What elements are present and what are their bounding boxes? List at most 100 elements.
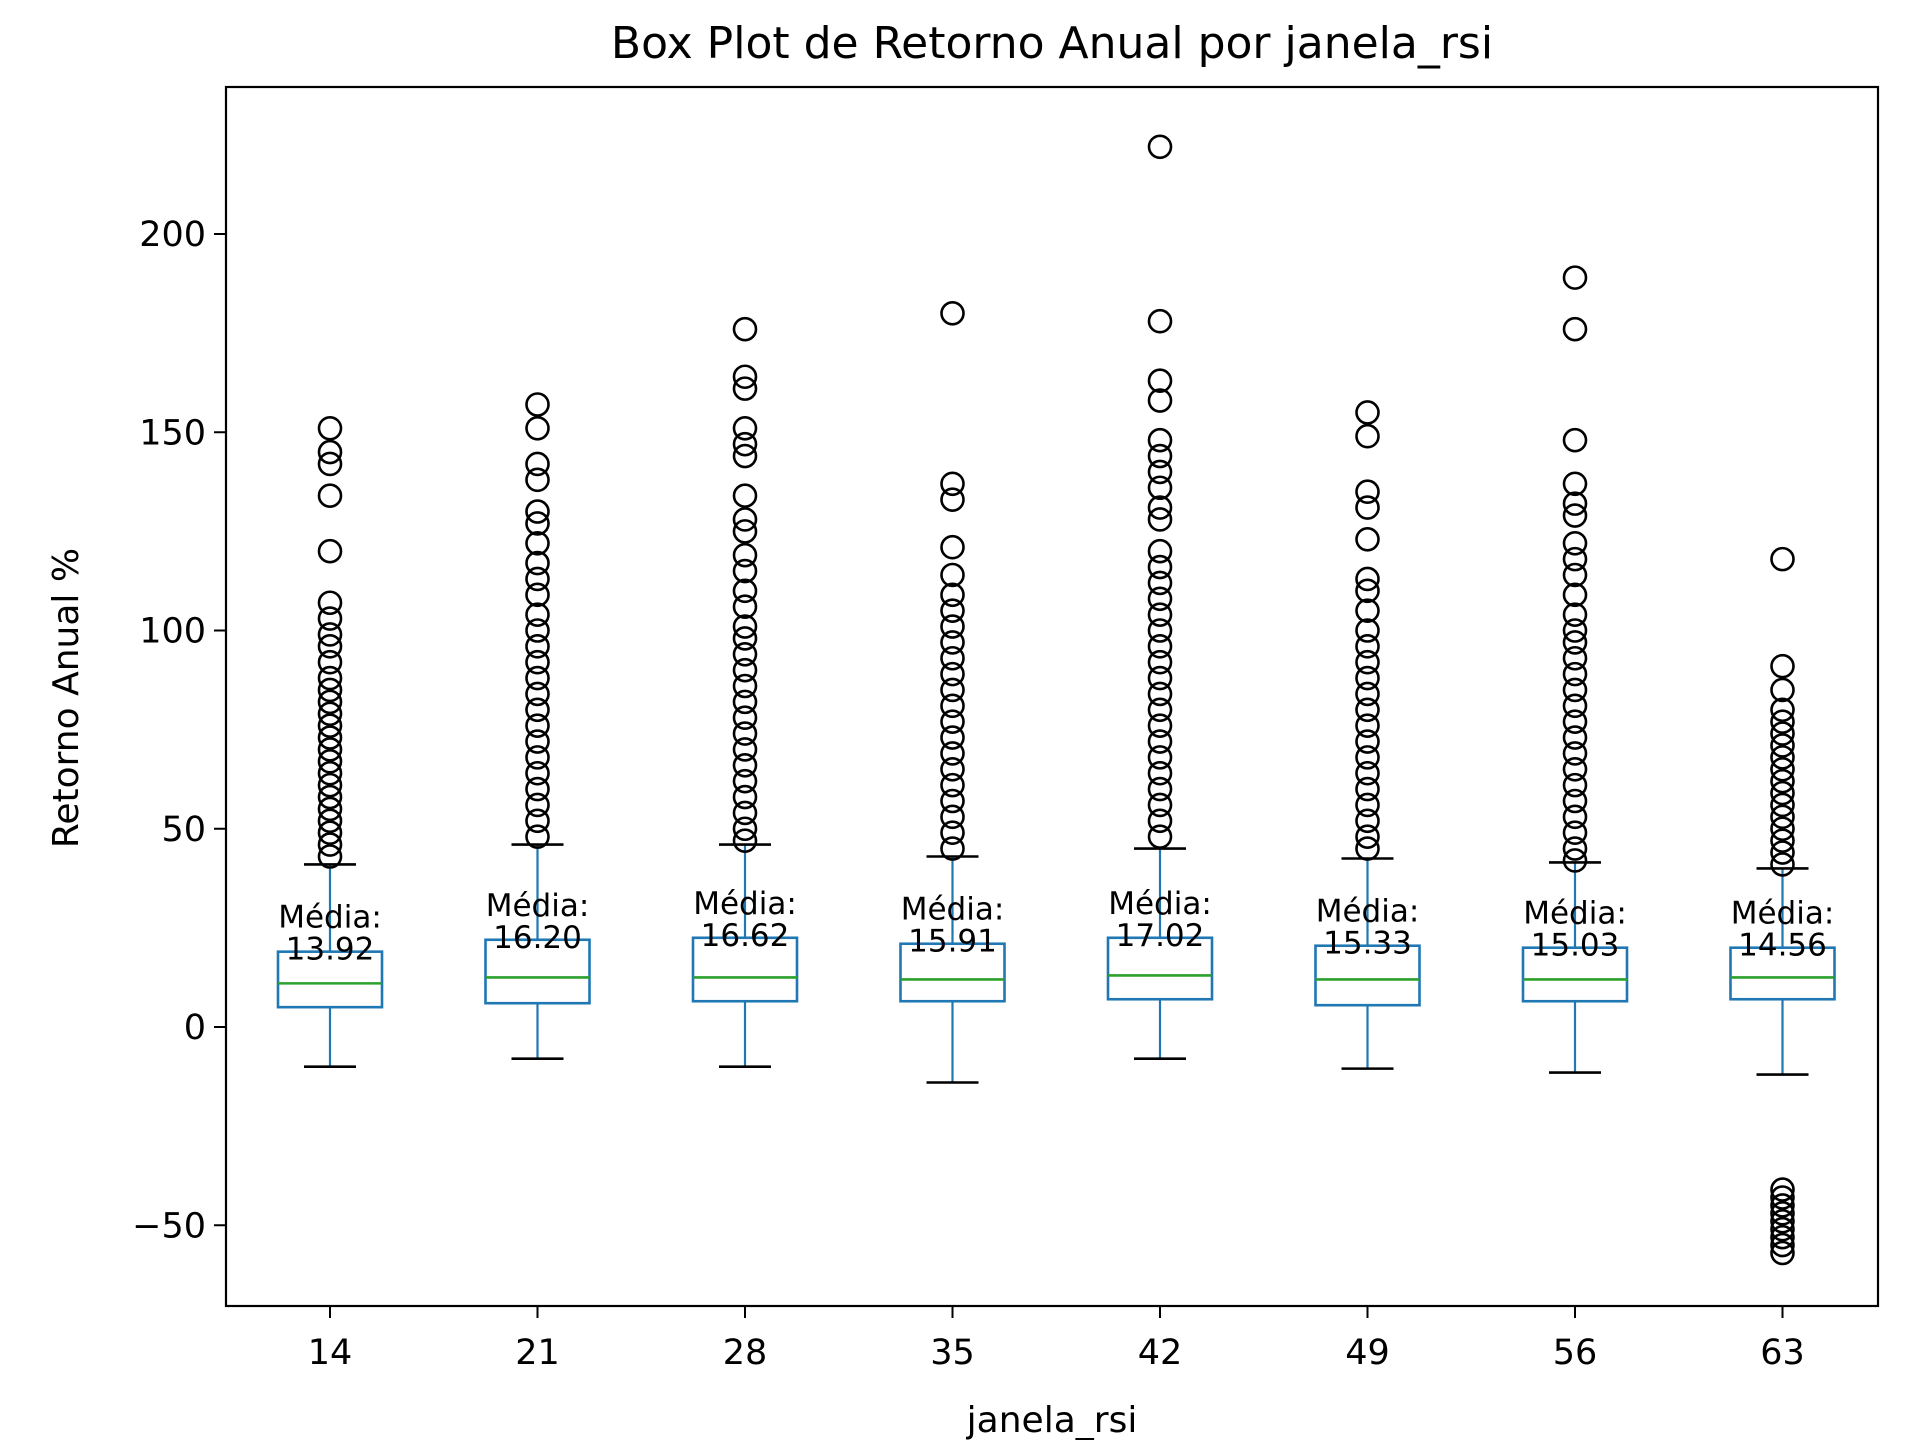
outlier-point bbox=[1562, 471, 1588, 497]
outlier-point bbox=[317, 820, 343, 846]
outlier-point bbox=[940, 788, 965, 814]
plot-area: −5005010015020014Média:13.9221Média:16.2… bbox=[132, 134, 1836, 1373]
outlier-point bbox=[525, 415, 550, 441]
x-axis-label: janela_rsi bbox=[966, 1400, 1138, 1440]
outlier-point bbox=[1355, 527, 1380, 552]
outlier-point bbox=[732, 364, 758, 390]
x-tick-label: 35 bbox=[930, 1333, 975, 1373]
outlier-point bbox=[1562, 725, 1588, 750]
outlier-point bbox=[940, 630, 965, 655]
outlier-point bbox=[525, 697, 550, 723]
outlier-point bbox=[940, 614, 965, 639]
outlier-point bbox=[732, 657, 758, 683]
outlier-point bbox=[940, 300, 965, 326]
outlier-point bbox=[525, 745, 550, 770]
outlier-point bbox=[940, 725, 965, 750]
outlier-point bbox=[1562, 562, 1588, 588]
outlier-point bbox=[317, 606, 343, 631]
outlier-point bbox=[1355, 649, 1380, 675]
outlier-point bbox=[1147, 368, 1173, 394]
outlier-point bbox=[1770, 1208, 1795, 1234]
outlier-point bbox=[1770, 677, 1795, 703]
outlier-point bbox=[1147, 507, 1173, 532]
outlier-point bbox=[732, 578, 758, 604]
outlier-point bbox=[1147, 760, 1173, 786]
outlier-point bbox=[1770, 745, 1795, 770]
outlier-point bbox=[317, 844, 343, 869]
outlier-point bbox=[1562, 677, 1588, 703]
outlier-point bbox=[1770, 1216, 1795, 1242]
outlier-point bbox=[1355, 697, 1380, 723]
outlier-point bbox=[1147, 443, 1173, 469]
outlier-point bbox=[1355, 745, 1380, 770]
outlier-point bbox=[1147, 586, 1173, 612]
outlier-point bbox=[1770, 1201, 1795, 1226]
outlier-point bbox=[732, 641, 758, 667]
iqr-box bbox=[691, 936, 799, 1003]
outlier-point bbox=[1147, 427, 1173, 453]
outlier-point bbox=[732, 316, 758, 342]
x-tick-label: 63 bbox=[1760, 1333, 1805, 1373]
outlier-point bbox=[1355, 423, 1380, 449]
outlier-point bbox=[1562, 848, 1588, 873]
outlier-point bbox=[317, 749, 343, 774]
y-tick-label: 200 bbox=[139, 215, 206, 255]
outlier-point bbox=[317, 689, 343, 715]
mean-annotation-label: Média: bbox=[278, 900, 382, 936]
outlier-point bbox=[1770, 816, 1795, 842]
mean-annotation-label: Média: bbox=[1523, 896, 1627, 932]
x-tick-label: 49 bbox=[1345, 1333, 1390, 1373]
outlier-point bbox=[525, 808, 550, 834]
outlier-point bbox=[1770, 1232, 1795, 1258]
outlier-point bbox=[525, 713, 550, 738]
outlier-point bbox=[1147, 792, 1173, 818]
mean-annotation-value: 16.62 bbox=[701, 918, 790, 954]
outlier-point bbox=[1355, 598, 1380, 623]
outlier-point bbox=[317, 772, 343, 798]
outlier-point bbox=[1770, 546, 1795, 572]
outlier-point bbox=[1147, 495, 1173, 520]
outlier-point bbox=[525, 511, 550, 536]
outlier-point bbox=[940, 582, 965, 608]
mean-annotation-label: Média: bbox=[1316, 894, 1420, 930]
outlier-point bbox=[525, 618, 550, 643]
outlier-point bbox=[1355, 792, 1380, 818]
mean-annotation-value: 14.56 bbox=[1738, 928, 1827, 964]
outlier-point bbox=[1355, 479, 1380, 505]
mean-annotation-value: 16.20 bbox=[493, 920, 582, 956]
mean-annotation-label: Média: bbox=[901, 892, 1005, 928]
outlier-point bbox=[732, 614, 758, 639]
outlier-point bbox=[1562, 546, 1588, 572]
iqr-box bbox=[1314, 944, 1421, 1007]
outlier-point bbox=[940, 677, 965, 703]
outlier-point bbox=[525, 729, 550, 754]
outlier-point bbox=[1147, 459, 1173, 485]
outlier-point bbox=[940, 804, 965, 830]
outlier-point bbox=[317, 649, 343, 675]
outlier-point bbox=[317, 832, 343, 857]
outlier-point bbox=[732, 542, 758, 568]
outlier-point bbox=[940, 534, 965, 560]
outlier-point bbox=[940, 693, 965, 719]
mean-annotation-label: Média: bbox=[486, 888, 590, 924]
outlier-point bbox=[940, 836, 965, 861]
chart-title: Box Plot de Retorno Anual por janela_rsi bbox=[611, 18, 1493, 69]
outlier-point bbox=[1562, 709, 1588, 734]
axes-frame bbox=[224, 85, 1880, 1308]
outlier-point bbox=[525, 499, 550, 524]
outlier-point bbox=[317, 665, 343, 691]
outlier-point bbox=[1770, 1224, 1795, 1250]
mean-annotation-value: 15.91 bbox=[908, 924, 997, 960]
outlier-point bbox=[1562, 491, 1588, 516]
outlier-point bbox=[1147, 729, 1173, 754]
outlier-point bbox=[1770, 721, 1795, 746]
outlier-point bbox=[732, 507, 758, 532]
outlier-point bbox=[732, 800, 758, 826]
outlier-point bbox=[732, 768, 758, 794]
outlier-point bbox=[1355, 808, 1380, 834]
outlier-point bbox=[525, 467, 550, 493]
outlier-point bbox=[940, 661, 965, 687]
outlier-point bbox=[1147, 602, 1173, 627]
outlier-point bbox=[525, 824, 550, 849]
outlier-point bbox=[317, 590, 343, 616]
